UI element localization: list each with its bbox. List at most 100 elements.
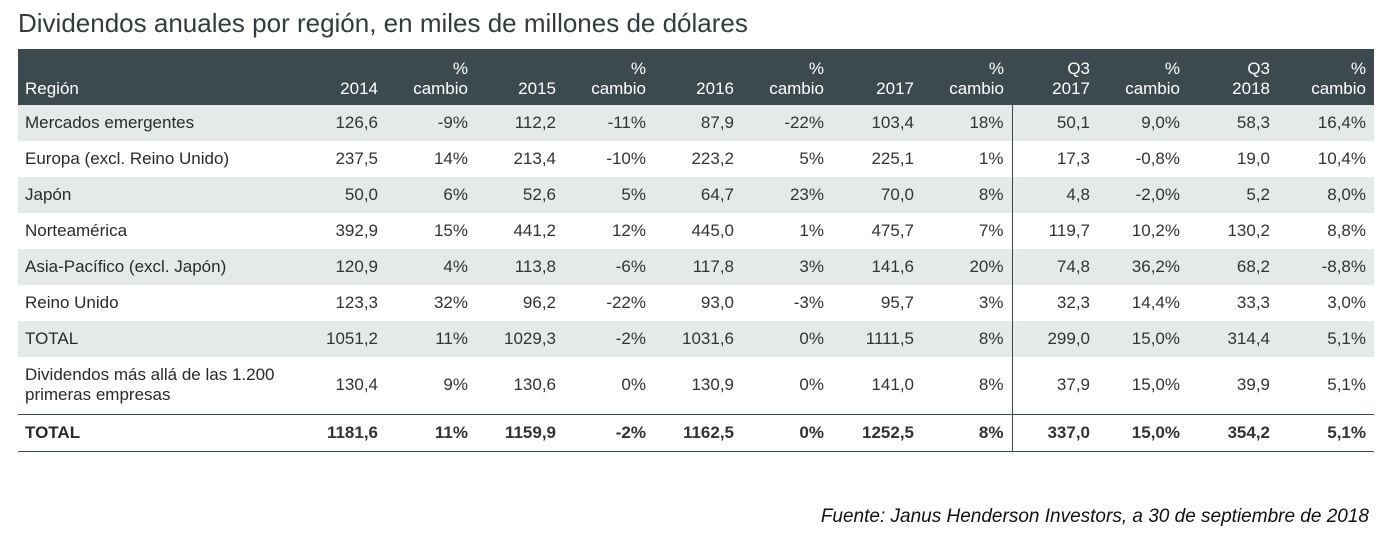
table-cell: 225,1 <box>871 149 914 168</box>
table-cell: 19,0 <box>1236 149 1270 168</box>
row-label: Dividendos más allá de las 1.200 primera… <box>25 365 275 405</box>
table-cell: 314,4 <box>1227 329 1270 348</box>
table-cell: 15,0% <box>1131 375 1180 395</box>
table-cell: 32% <box>433 293 468 312</box>
table-cell: 3% <box>978 293 1004 312</box>
table-cell: 103,4 <box>871 113 914 132</box>
table-cell: 96,2 <box>522 293 556 312</box>
table-cell: 475,7 <box>871 221 914 240</box>
table-row: Reino Unido 123,3 32% 96,2 -22% 93,0 -3% 95,7 3%… <box>18 285 1374 321</box>
table-cell: 0% <box>799 375 824 395</box>
table-cell: 126,6 <box>335 113 378 132</box>
table-row: TOTAL 1181,6 11% 1159,9 -2% 1162,5 0% 1252,5 8% 3… <box>18 414 1374 451</box>
column-header-y2017: 2017 <box>832 49 922 105</box>
table-cell: 4,8 <box>1011 177 1098 213</box>
column-header-line: % <box>988 59 1004 78</box>
table-cell: 130,4 <box>335 375 378 395</box>
column-header-line: % <box>452 59 468 78</box>
column-header-c2016: % cambio <box>742 49 832 105</box>
table-cell: 213,4 <box>513 149 556 168</box>
table-row: Dividendos más allá de las 1.200 primera… <box>18 357 1374 414</box>
table-cell: 3,0% <box>1327 293 1366 312</box>
table-cell: 1159,9 <box>504 422 556 442</box>
table-cell: 14,4% <box>1131 293 1180 312</box>
table-cell: 5,2 <box>1246 185 1270 204</box>
table-cell: 10,2% <box>1131 221 1180 240</box>
table-cell: 130,2 <box>1227 221 1270 240</box>
column-header-y2015: 2015 <box>476 49 564 105</box>
dividends-table: Región 2014% cambio 2015% cambio 2016% cambio 2… <box>18 49 1374 452</box>
table-cell: -6% <box>615 257 646 276</box>
table-cell: 16,4% <box>1317 113 1366 132</box>
table-cell: 441,2 <box>513 221 556 240</box>
table-cell: 95,7 <box>880 293 914 312</box>
table-cell: 8% <box>978 329 1004 348</box>
column-header-c2015: % cambio <box>564 49 654 105</box>
table-cell: 8,8% <box>1327 221 1366 240</box>
table-row: Mercados emergentes 126,6 -9% 112,2 -11% 87,9… <box>18 105 1374 141</box>
table-cell: 1031,6 <box>682 329 734 348</box>
column-header-line: 2018 <box>1232 79 1270 98</box>
table-cell: 32,3 <box>1011 285 1098 321</box>
column-header-c2017: % cambio <box>922 49 1012 105</box>
table-cell: -2% <box>615 422 646 442</box>
table-cell: 0% <box>621 375 646 395</box>
table-cell: 1111,5 <box>865 329 914 348</box>
table-cell: 5% <box>621 185 646 204</box>
column-header-line: 2014 <box>340 79 378 98</box>
table-cell: 15,0% <box>1131 329 1180 348</box>
table-cell: 299,0 <box>1011 321 1098 357</box>
table-cell: 1051,2 <box>326 329 378 348</box>
table-cell: 5,1% <box>1327 422 1366 442</box>
table-cell: 20% <box>969 257 1004 276</box>
table-cell: 8,0% <box>1327 185 1366 204</box>
table-cell: 6% <box>443 185 468 204</box>
table-cell: 9% <box>443 375 468 395</box>
table-cell: 10,4% <box>1317 149 1366 168</box>
table-cell: -0,8% <box>1135 149 1180 168</box>
row-label: Norteamérica <box>25 221 128 240</box>
table-row: Norteamérica 392,9 15% 441,2 12% 445,0 1% 475,7… <box>18 213 1374 249</box>
table-cell: 113,8 <box>514 257 556 276</box>
table-cell: 23% <box>789 185 824 204</box>
column-header-line: cambio <box>1311 79 1366 98</box>
column-header-q2018: Q3 2018 <box>1188 49 1278 105</box>
column-header-line: % <box>1164 59 1180 78</box>
column-header-region: Región <box>18 49 298 105</box>
column-header-line: cambio <box>949 79 1004 98</box>
table-cell: 52,6 <box>522 185 556 204</box>
table-cell: 1162,5 <box>682 422 734 442</box>
table-cell: 8% <box>978 185 1004 204</box>
table-cell: 8% <box>978 375 1004 395</box>
column-header-line: Región <box>25 79 79 98</box>
column-header-line: 2016 <box>696 79 734 98</box>
table-cell: 5% <box>799 149 824 168</box>
row-label: TOTAL <box>25 422 81 442</box>
table-cell: 5,1% <box>1327 329 1366 348</box>
table-cell: 11% <box>434 422 468 442</box>
table-cell: 12% <box>611 221 646 240</box>
table-cell: -22% <box>606 293 646 312</box>
column-header-line: cambio <box>769 79 824 98</box>
table-cell: 58,3 <box>1236 113 1270 132</box>
table-cell: 68,2 <box>1236 257 1270 276</box>
column-header-y2016: 2016 <box>654 49 742 105</box>
column-header-cq2017: % cambio <box>1098 49 1188 105</box>
table-cell: -22% <box>784 113 824 132</box>
row-label: Mercados emergentes <box>25 113 195 132</box>
table-cell: 14% <box>433 149 468 168</box>
table-cell: 8% <box>978 422 1004 442</box>
table-cell: 112,2 <box>514 113 556 132</box>
table-cell: 70,0 <box>880 185 914 204</box>
table-cell: 1% <box>799 221 824 240</box>
table-cell: 1181,6 <box>326 422 378 442</box>
table-cell: -9% <box>437 113 468 132</box>
table-cell: -3% <box>793 293 824 312</box>
column-header-line: % <box>630 59 646 78</box>
column-header-line: Q3 <box>1067 59 1090 78</box>
table-cell: 87,9 <box>700 113 734 132</box>
table-cell: 7% <box>978 221 1004 240</box>
column-header-line: cambio <box>413 79 468 98</box>
table-cell: 5,1% <box>1327 375 1366 395</box>
